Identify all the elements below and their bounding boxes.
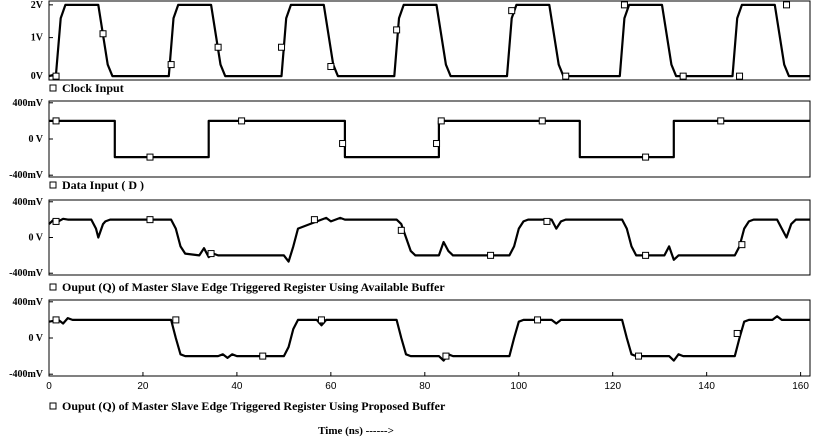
x-tick-label: 0 [46, 381, 52, 392]
panel-4: 400mV 0 V -400mV Ouput (Q) of Master Slave … [9, 297, 811, 413]
trace-marker [207, 250, 215, 258]
trace-marker [278, 43, 286, 51]
trace-marker [393, 26, 401, 34]
trace-marker [146, 153, 154, 161]
legend-marker [49, 84, 57, 92]
trace-marker [642, 153, 650, 161]
trace-marker [442, 352, 450, 360]
panel-caption: Ouput (Q) of Master Slave Edge Triggered… [62, 280, 445, 294]
trace-marker [736, 72, 744, 80]
trace-marker [214, 43, 222, 51]
plot-frame [48, 100, 811, 178]
legend-marker [49, 181, 57, 189]
y-tick-label: 400mV [12, 98, 43, 109]
trace-marker [543, 217, 551, 225]
trace-marker [310, 216, 318, 224]
trace-marker [733, 329, 741, 337]
trace-marker [487, 251, 495, 259]
trace-marker [52, 217, 60, 225]
trace-marker [562, 72, 570, 80]
trace-marker [642, 251, 650, 259]
x-tick-label: 40 [231, 381, 243, 392]
trace-marker [167, 61, 175, 69]
panel-1: 2V 1V 0V Clock Input [31, 0, 811, 95]
trace-marker [52, 72, 60, 80]
x-tick-label: 100 [510, 381, 527, 392]
panel-3: 400mV 0 V -400mV Ouput (Q) of Master Slave … [9, 197, 811, 294]
trace-marker [679, 72, 687, 80]
x-tick-label: 20 [137, 381, 149, 392]
y-tick-label: -400mV [9, 369, 44, 380]
trace-marker [508, 7, 516, 15]
trace-marker [172, 316, 180, 324]
y-tick-label: -400mV [9, 170, 44, 181]
waveform-panels: 2V 1V 0V Clock Input 400mV 0 V -400mV Data Inpu… [9, 0, 811, 413]
trace-marker [99, 30, 107, 38]
trace-marker [433, 140, 441, 148]
x-axis-label: Time (ns) ------> [318, 425, 394, 437]
trace-marker [783, 1, 791, 9]
trace-marker [146, 216, 154, 224]
trace-marker [717, 117, 725, 125]
y-tick-label: 0 V [28, 233, 43, 244]
trace-marker [397, 226, 405, 234]
signal-trace [48, 216, 810, 263]
legend-marker [49, 283, 57, 291]
trace-marker [620, 1, 628, 9]
y-tick-label: -400mV [9, 268, 44, 279]
x-tick-label: 140 [698, 381, 715, 392]
y-tick-label: 0 V [28, 333, 43, 344]
panel-caption: Ouput (Q) of Master Slave Edge Triggered… [62, 399, 446, 413]
trace-marker [52, 316, 60, 324]
trace-marker [738, 241, 746, 249]
x-tick-label: 160 [792, 381, 809, 392]
plot-frame [48, 199, 811, 276]
time-axis: 0 20 40 60 80 100 120 140 160 [46, 372, 809, 392]
plot-frame [48, 299, 811, 377]
y-tick-label: 0V [31, 71, 44, 82]
x-tick-label: 80 [419, 381, 431, 392]
panel-caption: Data Input ( D ) [62, 178, 144, 192]
y-tick-label: 400mV [12, 197, 43, 208]
x-tick-label: 120 [604, 381, 621, 392]
trace-marker [327, 63, 335, 71]
y-tick-label: 0 V [28, 134, 43, 145]
trace-marker [317, 316, 325, 324]
y-tick-label: 400mV [12, 297, 43, 308]
trace-marker [52, 117, 60, 125]
y-tick-label: 1V [31, 33, 44, 44]
legend-marker [49, 402, 57, 410]
panel-caption: Clock Input [62, 81, 124, 95]
panel-2: 400mV 0 V -400mV Data Input ( D ) [9, 98, 811, 192]
signal-trace [48, 3, 810, 78]
trace-marker [238, 117, 246, 125]
signal-trace [48, 315, 810, 362]
trace-marker [534, 316, 542, 324]
trace-marker [259, 352, 267, 360]
trace-marker [538, 117, 546, 125]
trace-marker [339, 140, 347, 148]
trace-marker [635, 352, 643, 360]
y-tick-label: 2V [31, 0, 44, 11]
plot-frame [48, 0, 811, 81]
signal-trace [49, 119, 810, 159]
x-tick-label: 60 [325, 381, 337, 392]
trace-marker [437, 117, 445, 125]
